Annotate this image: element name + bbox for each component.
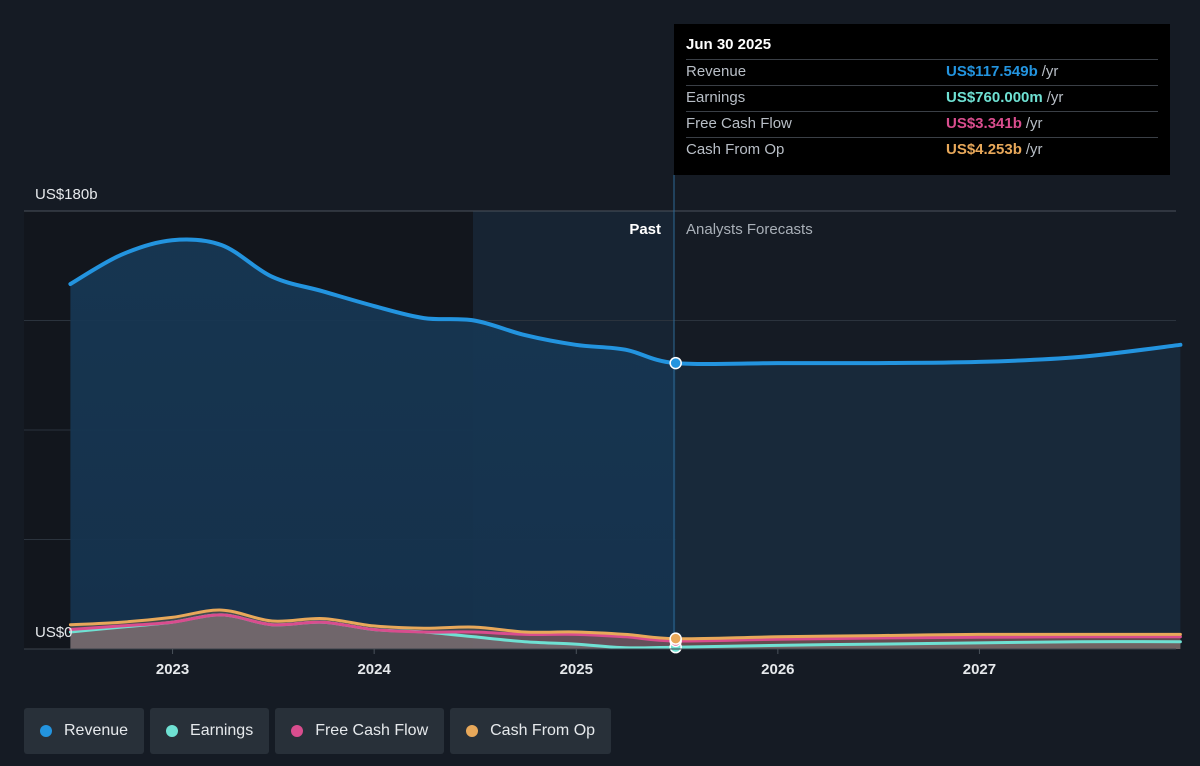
legend-dot-icon xyxy=(166,725,179,737)
cash-from-op-line xyxy=(68,608,1182,641)
legend-label: Free Cash Flow xyxy=(315,722,429,739)
tooltip-unit: /yr xyxy=(1025,141,1043,158)
tooltip-label: Cash From Op xyxy=(686,141,785,158)
highlight-markers xyxy=(669,356,682,654)
x-tick-label: 2027 xyxy=(963,661,996,678)
x-tick-label: 2025 xyxy=(560,661,593,678)
legend-dot-icon xyxy=(291,725,304,737)
y-axis-top-label: US$180b xyxy=(35,186,98,203)
tooltip-label: Earnings xyxy=(686,89,746,106)
tooltip-row-free-cash-flow: Free Cash Flow US$3.341b /yr xyxy=(686,111,1158,137)
free-cash-flow-line xyxy=(68,613,1182,643)
revenue-area-forecast xyxy=(675,344,1181,649)
y-axis-bottom-label: US$0 xyxy=(35,624,73,641)
legend-label: Earnings xyxy=(190,722,254,739)
legend-dot-icon xyxy=(466,725,479,737)
cash-from-op-marker xyxy=(669,632,682,645)
tooltip-row-cash-from-op: Cash From Op US$4.253b /yr xyxy=(686,137,1158,163)
legend-item-revenue[interactable]: Revenue xyxy=(24,708,145,754)
tooltip-label: Free Cash Flow xyxy=(686,115,792,132)
forecast-label: Analysts Forecasts xyxy=(686,221,813,238)
x-tick-label: 2023 xyxy=(156,661,189,678)
revenue-area-past xyxy=(70,239,676,649)
past-label: Past xyxy=(629,221,661,238)
tooltip-row-revenue: Revenue US$117.549b /yr xyxy=(686,59,1158,85)
x-axis-ticks: 2023 2024 2025 2026 2027 xyxy=(156,649,996,678)
tooltip-unit: /yr xyxy=(1041,63,1059,80)
x-tick-label: 2024 xyxy=(357,661,391,678)
series-areas xyxy=(70,239,1181,649)
legend-item-earnings[interactable]: Earnings xyxy=(150,708,270,754)
tooltip-value: US$4.253b xyxy=(946,141,1022,158)
x-tick-label: 2026 xyxy=(761,661,794,678)
tooltip-unit: /yr xyxy=(1046,89,1064,106)
tooltip-unit: /yr xyxy=(1025,115,1043,132)
legend-item-free-cash-flow[interactable]: Free Cash Flow xyxy=(275,708,445,754)
free-cash-flow-area xyxy=(70,614,1181,649)
legend-item-cash-from-op[interactable]: Cash From Op xyxy=(450,708,612,754)
tooltip-value: US$760.000m xyxy=(946,89,1043,106)
tooltip-label: Revenue xyxy=(686,63,747,80)
legend-label: Revenue xyxy=(64,722,129,739)
earnings-area xyxy=(70,614,1181,649)
series-lines xyxy=(68,237,1183,650)
tooltip-row-earnings: Earnings US$760.000m /yr xyxy=(686,85,1158,111)
legend-label: Cash From Op xyxy=(490,722,596,739)
tooltip-date: Jun 30 2025 xyxy=(686,36,772,53)
legend-dot-icon xyxy=(40,725,52,737)
revenue-line xyxy=(68,237,1183,367)
revenue-marker xyxy=(669,356,682,370)
tooltip-value: US$3.341b xyxy=(946,115,1022,132)
legend: Revenue Earnings Free Cash Flow Cash Fro… xyxy=(24,708,612,754)
tooltip-panel: Jun 30 2025 Revenue US$117.549b /yr Earn… xyxy=(674,24,1170,175)
tooltip-value: US$117.549b xyxy=(946,63,1038,80)
